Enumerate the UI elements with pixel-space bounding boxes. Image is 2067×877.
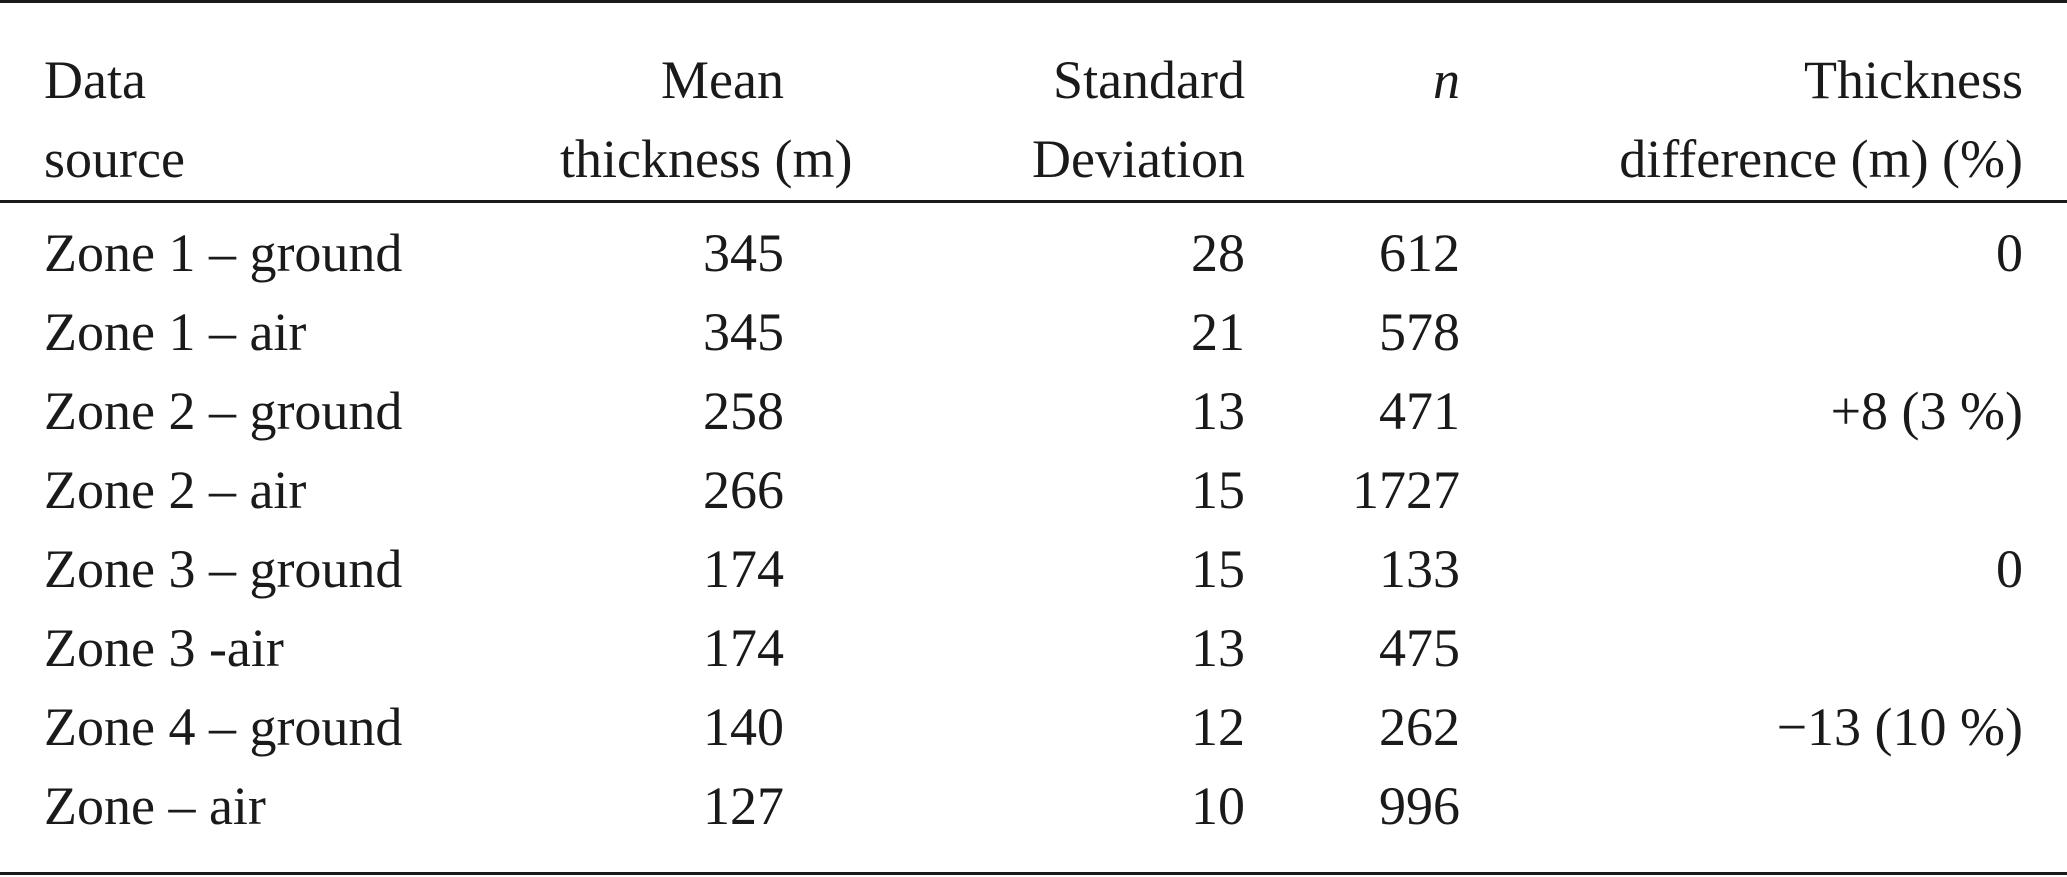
cell-n: 475	[1379, 618, 1460, 678]
cell-sd: 21	[1191, 302, 1245, 362]
table-row: Zone 1 – air 345 21 578	[0, 293, 2067, 372]
table-row: Zone 3 -air 174 13 475	[0, 609, 2067, 688]
header-sd-line2: Deviation	[1032, 129, 1245, 189]
cell-diff: +8 (3 %)	[1830, 381, 2023, 441]
cell-diff	[1460, 451, 2067, 530]
cell-diff: 0	[1996, 223, 2023, 283]
header-mean-line1: Mean	[661, 50, 784, 110]
header-n: n	[1433, 50, 1460, 110]
cell-diff: 0	[1996, 539, 2023, 599]
cell-source: Zone 2 – ground	[44, 381, 403, 441]
cell-source: Zone 2 – air	[44, 460, 307, 520]
thickness-table: Data Mean Standard n Thickness source th…	[0, 0, 2067, 846]
header-diff-line2: difference (m) (%)	[1619, 129, 2023, 189]
cell-source: Zone 3 – ground	[44, 539, 403, 599]
cell-source: Zone 1 – ground	[44, 223, 403, 283]
table-row: Zone 2 – air 266 15 1727	[0, 451, 2067, 530]
cell-diff	[1460, 767, 2067, 846]
cell-n: 996	[1379, 776, 1460, 836]
cell-sd: 13	[1191, 618, 1245, 678]
cell-mean: 345	[703, 223, 784, 283]
cell-n: 133	[1379, 539, 1460, 599]
cell-mean: 345	[703, 302, 784, 362]
cell-sd: 13	[1191, 381, 1245, 441]
header-sd-line1: Standard	[1053, 50, 1245, 110]
cell-mean: 174	[703, 618, 784, 678]
header-row-1: Data Mean Standard n Thickness	[0, 0, 2067, 120]
cell-diff	[1460, 293, 2067, 372]
cell-n: 262	[1379, 697, 1460, 757]
cell-n: 1727	[1352, 460, 1460, 520]
header-row-2: source thickness (m) Deviation differenc…	[0, 120, 2067, 202]
cell-source: Zone – air	[44, 776, 266, 836]
table-row: Zone 1 – ground 345 28 612 0	[0, 202, 2067, 293]
cell-n: 578	[1379, 302, 1460, 362]
cell-source: Zone 3 -air	[44, 618, 284, 678]
header-mean-line2: thickness (m)	[560, 129, 853, 189]
cell-diff	[1460, 609, 2067, 688]
cell-sd: 28	[1191, 223, 1245, 283]
header-n-line2	[1245, 120, 1460, 202]
cell-sd: 10	[1191, 776, 1245, 836]
cell-mean: 266	[703, 460, 784, 520]
table-row: Zone 3 – ground 174 15 133 0	[0, 530, 2067, 609]
cell-mean: 140	[703, 697, 784, 757]
header-diff-line1: Thickness	[1804, 50, 2023, 110]
cell-n: 471	[1379, 381, 1460, 441]
table-row: Zone 2 – ground 258 13 471 +8 (3 %)	[0, 372, 2067, 451]
cell-sd: 15	[1191, 460, 1245, 520]
header-source-line2: source	[44, 129, 185, 189]
cell-n: 612	[1379, 223, 1460, 283]
cell-mean: 127	[703, 776, 784, 836]
cell-mean: 174	[703, 539, 784, 599]
table-row: Zone 4 – ground 140 12 262 −13 (10 %)	[0, 688, 2067, 767]
table-row: Zone – air 127 10 996	[0, 767, 2067, 846]
cell-source: Zone 4 – ground	[44, 697, 403, 757]
cell-sd: 15	[1191, 539, 1245, 599]
cell-source: Zone 1 – air	[44, 302, 307, 362]
cell-diff: −13 (10 %)	[1776, 697, 2023, 757]
top-rule	[0, 0, 2067, 3]
bottom-rule	[0, 872, 2067, 875]
cell-sd: 12	[1191, 697, 1245, 757]
cell-mean: 258	[703, 381, 784, 441]
header-source-line1: Data	[44, 50, 146, 110]
header-rule	[0, 200, 2067, 203]
